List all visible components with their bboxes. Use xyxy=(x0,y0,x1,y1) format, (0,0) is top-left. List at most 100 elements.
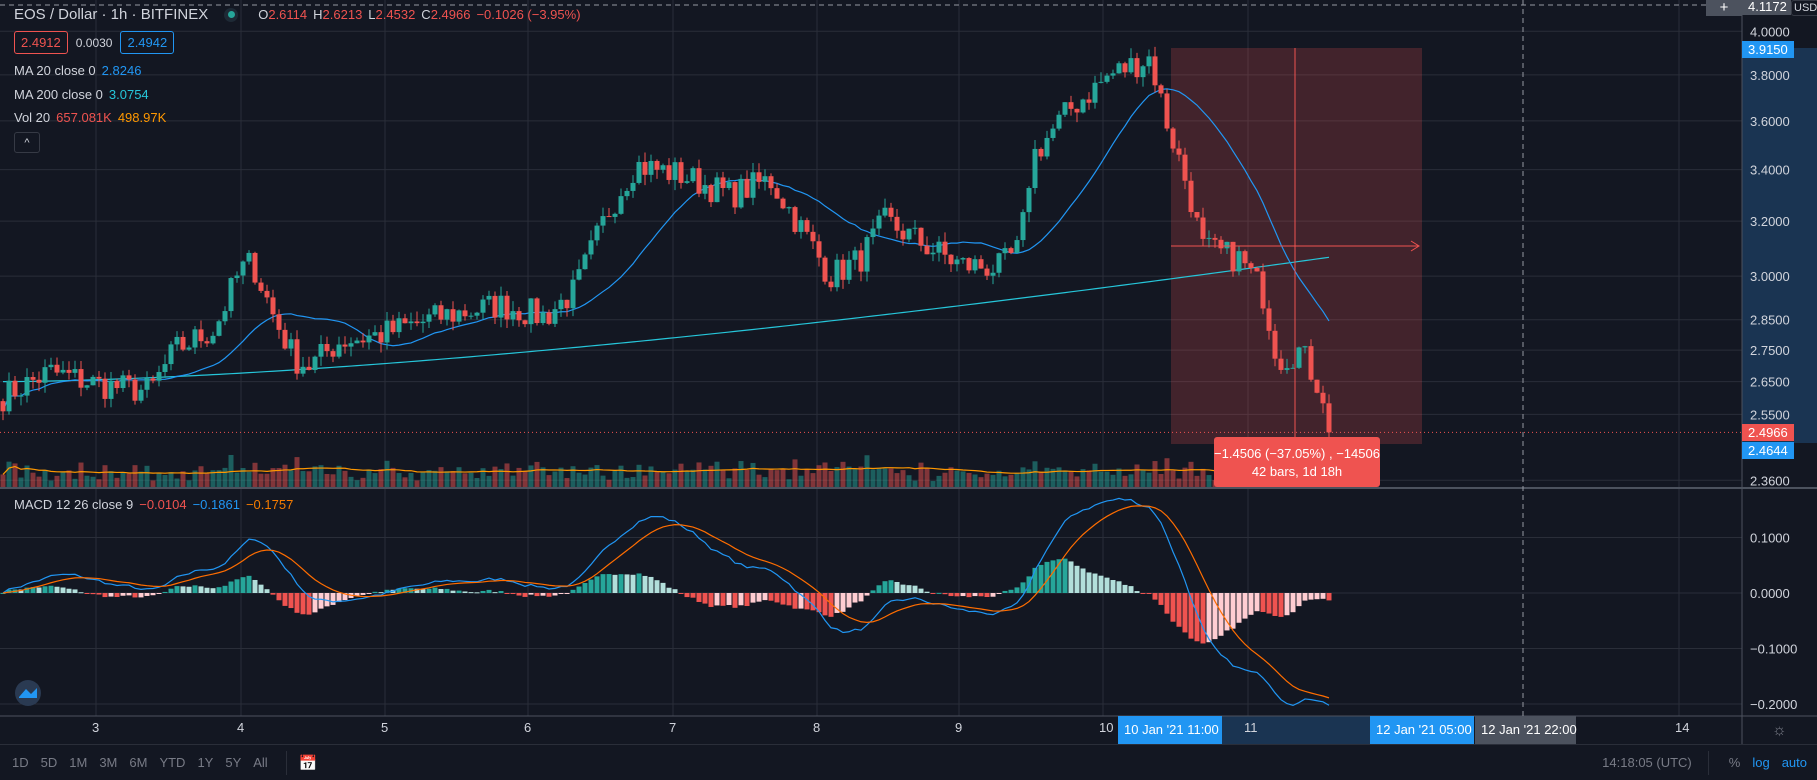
candle-body xyxy=(702,185,708,194)
candle-body xyxy=(1212,237,1218,240)
crosshair-plus-button[interactable]: + xyxy=(1706,0,1742,16)
candle-body xyxy=(144,378,150,390)
candle-body xyxy=(528,298,534,325)
chart-canvas[interactable]: 4.0000 3.8000 3.6000 3.4000 3.2000 3.0000 2.85… xyxy=(0,0,1817,744)
macd-histogram-bar xyxy=(606,574,612,593)
volume-bar xyxy=(96,479,102,487)
macd-histogram-bar xyxy=(930,593,936,594)
time-axis-label: 6 xyxy=(524,720,532,735)
log-scale-toggle[interactable]: log xyxy=(1752,755,1770,770)
clock-timezone[interactable]: 14:18:05 (UTC) xyxy=(1602,755,1692,770)
volume-bar xyxy=(630,477,636,487)
candle-body xyxy=(390,320,396,333)
macd-histogram-bar xyxy=(198,586,204,593)
range-button-1y[interactable]: 1Y xyxy=(197,755,214,770)
range-button-5d[interactable]: 5D xyxy=(40,755,58,770)
candle-body xyxy=(1092,82,1098,103)
macd-histogram-bar xyxy=(138,593,144,598)
macd-histogram-bar xyxy=(660,582,666,593)
auto-scale-toggle[interactable]: auto xyxy=(1781,755,1807,770)
range-high-label: 3.9150 xyxy=(1742,41,1794,58)
volume-bar xyxy=(114,477,120,487)
volume-bar xyxy=(582,474,588,487)
macd-histogram-bar xyxy=(252,579,258,593)
time-axis-label: 8 xyxy=(813,720,821,735)
macd-histogram-bar xyxy=(174,586,180,593)
macd-histogram-bar xyxy=(1158,593,1164,605)
volume-bar xyxy=(900,470,906,487)
candle-body xyxy=(300,366,306,374)
macd-histogram-bar xyxy=(678,593,684,594)
candle-body xyxy=(474,312,480,316)
candle-body xyxy=(750,172,756,198)
volume-bar xyxy=(204,472,210,487)
range-low-label: 2.4644 xyxy=(1742,442,1794,459)
currency-label[interactable]: USD xyxy=(1791,0,1817,16)
macd-histogram-bar xyxy=(54,586,60,593)
measure-change: −1.4506 (−37.05%) , −14506 xyxy=(1214,446,1380,461)
macd-histogram-bar xyxy=(738,593,744,606)
macd-histogram-bar xyxy=(786,593,792,606)
symbol-title[interactable]: EOS / Dollar · 1h · BITFINEX xyxy=(14,6,209,23)
buy-button[interactable]: 2.4942 xyxy=(120,31,175,54)
candle-body xyxy=(78,369,84,388)
macd-histogram-bar xyxy=(120,593,126,596)
candle-body xyxy=(918,227,924,246)
candle-body xyxy=(162,364,168,373)
candle-body xyxy=(342,344,348,347)
range-button-all[interactable]: All xyxy=(253,755,268,770)
candle-body xyxy=(312,356,318,370)
volume-bar xyxy=(960,471,966,487)
candle-body xyxy=(882,207,888,216)
range-button-6m[interactable]: 6M xyxy=(129,755,148,770)
price-axis-tick: 3.0000 xyxy=(1750,269,1790,284)
candle-body xyxy=(198,329,204,342)
candle-body xyxy=(696,168,702,194)
candle-body xyxy=(1182,154,1188,181)
volume-bar xyxy=(1014,473,1020,487)
volume-bar xyxy=(564,478,570,487)
candle-body xyxy=(282,329,288,349)
macd-legend[interactable]: MACD 12 26 close 9 −0.0104 −0.1861 −0.1757 xyxy=(14,497,293,512)
collapse-legend-button[interactable]: ^ xyxy=(14,132,40,153)
range-button-5y[interactable]: 5Y xyxy=(225,755,242,770)
time-axis-label: 11 xyxy=(1244,720,1258,735)
macd-histogram-bar xyxy=(810,593,816,611)
macd-histogram-bar xyxy=(1044,561,1050,593)
macd-histogram-bar xyxy=(552,593,558,596)
volume-bar xyxy=(318,465,324,487)
volume-bar xyxy=(750,462,756,487)
sell-button[interactable]: 2.4912 xyxy=(14,31,68,54)
candle-body xyxy=(228,278,234,312)
candle-body xyxy=(1302,346,1308,348)
time-axis-label: 4 xyxy=(237,720,245,735)
candle-body xyxy=(1152,56,1158,86)
calendar-goto-icon[interactable]: 📅 xyxy=(298,754,318,772)
candle-body xyxy=(900,230,906,240)
macd-histogram-bar xyxy=(90,593,96,595)
macd-histogram-bar xyxy=(522,593,528,597)
macd-histogram-bar xyxy=(942,593,948,595)
range-button-ytd[interactable]: YTD xyxy=(159,755,186,770)
volume-bar xyxy=(780,468,786,487)
ma200-legend[interactable]: MA 200 close 0 3.0754 xyxy=(14,87,149,102)
volume-bar xyxy=(6,461,12,487)
ma20-legend[interactable]: MA 20 close 0 2.8246 xyxy=(14,63,141,78)
candle-body xyxy=(1032,148,1038,189)
macd-histogram-bar xyxy=(222,585,228,593)
ma200-line xyxy=(2,256,1330,383)
volume-bar xyxy=(366,469,372,487)
volume-bar xyxy=(1044,467,1050,487)
percent-scale-toggle[interactable]: % xyxy=(1728,755,1741,770)
macd-histogram-bar xyxy=(354,593,360,597)
range-button-3m[interactable]: 3M xyxy=(99,755,118,770)
candle-body xyxy=(384,320,390,343)
candle-body xyxy=(366,335,372,343)
range-button-1d[interactable]: 1D xyxy=(12,755,29,770)
volume-legend[interactable]: Vol 20 657.081K 498.97K xyxy=(14,110,166,125)
macd-axis-tick: −0.2000 xyxy=(1750,697,1797,712)
range-button-1m[interactable]: 1M xyxy=(69,755,88,770)
settings-gear-icon[interactable]: ☼ xyxy=(1772,722,1787,739)
macd-histogram-bar xyxy=(924,591,930,593)
volume-bar xyxy=(486,475,492,487)
